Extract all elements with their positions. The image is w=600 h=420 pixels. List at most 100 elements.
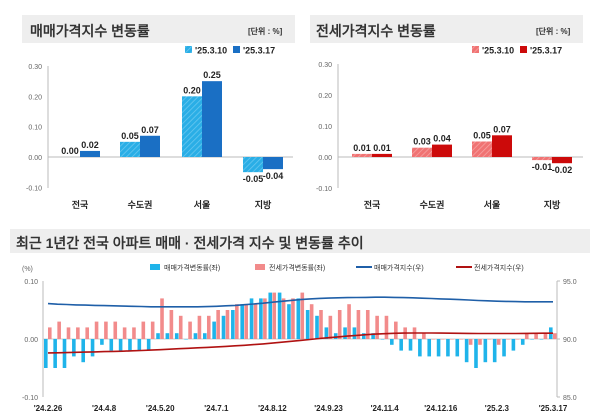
sale-rate-bar (530, 339, 534, 340)
jeonse-data-label: 0.01 (353, 143, 371, 153)
sale-rate-bar (520, 339, 525, 345)
sale-rate-bar (156, 333, 160, 339)
trend-left-axis-label: (%) (22, 266, 33, 273)
jeonse-bar-0317 (432, 144, 452, 157)
jeonse-rate-bar (365, 310, 370, 339)
jeonse-rate-bar (188, 321, 192, 339)
jeonse-rate-bar (375, 315, 379, 339)
jeonse-bar-0310 (412, 147, 432, 157)
sale-rate-bar (118, 339, 123, 351)
jeonse-y-tick-label: 0.30 (318, 62, 332, 69)
sale-data-label: 0.02 (81, 140, 99, 150)
jeonse-rate-bar (160, 298, 164, 339)
jeonse-data-label: 0.05 (473, 131, 491, 141)
trend-x-tick-label: '24.7.1 (204, 404, 229, 413)
jeonse-bar-0310 (352, 153, 372, 157)
jeonse-rate-bar (534, 333, 538, 339)
sale-rate-bar (390, 339, 394, 345)
sale-rate-bar (221, 315, 226, 339)
sale-data-label: 0.20 (183, 85, 201, 95)
sale-rate-bar (62, 339, 67, 368)
sale-category-label: 전국 (72, 199, 89, 210)
jeonse-rate-bar (337, 310, 342, 339)
trend-legend-swatch (150, 264, 160, 270)
sale-rate-bar (371, 333, 375, 339)
sale-category-label: 수도권 (128, 199, 153, 210)
jeonse-data-label: -0.02 (552, 165, 573, 175)
jeonse-rate-bar (206, 315, 211, 339)
sale-bar-0317 (263, 157, 283, 170)
jeonse-data-label: -0.01 (532, 162, 553, 172)
jeonse-rate-bar (431, 339, 436, 340)
jeonse-rate-bar (85, 327, 90, 339)
sale-rate-bar (408, 339, 413, 351)
jeonse-rate-bar (487, 339, 492, 340)
sale-rate-bar (455, 339, 460, 357)
sale-rate-bar (418, 339, 422, 357)
sale-rate-bar (296, 298, 301, 339)
jeonse-chart-title-bar (310, 15, 583, 43)
jeonse-rate-bar (281, 298, 286, 339)
sale-rate-bar (212, 321, 216, 339)
sale-rate-bar (259, 298, 263, 339)
sale-rate-bar (109, 339, 114, 351)
jeonse-rate-bar (384, 315, 389, 339)
trend-x-tick-label: '24.12.16 (424, 404, 458, 413)
jeonse-rate-bar (244, 304, 248, 339)
trend-x-tick-label: '25.2.3 (485, 404, 510, 413)
sale-chart-title-bar (22, 15, 295, 43)
jeonse-category-label: 전국 (364, 199, 381, 210)
trend-chart-title: 최근 1년간 전국 아파트 매매 · 전세가격 지수 및 변동률 추이 (16, 235, 364, 251)
sale-rate-bar (249, 298, 254, 339)
jeonse-rate-bar (422, 333, 426, 339)
sale-chart-title: 매매가격지수 변동률 (30, 23, 150, 39)
jeonse-rate-bar (48, 327, 52, 339)
jeonse-y-tick-label: 0.10 (318, 124, 332, 131)
jeonse-y-tick-label: -0.10 (316, 186, 332, 193)
trend-legend-swatch (255, 264, 265, 270)
sale-rate-bar (44, 339, 48, 368)
sale-y-tick-label: -0.10 (26, 185, 42, 192)
sale-rate-bar (137, 339, 142, 351)
sale-chart-unit: [단위 : %] (248, 27, 283, 36)
jeonse-y-tick-label: 0.00 (318, 155, 332, 162)
trend-x-tick-label: '24.9.23 (314, 404, 343, 413)
jeonse-rate-bar (309, 304, 314, 339)
jeonse-rate-bar (178, 315, 183, 339)
sale-bar-0310 (120, 141, 140, 157)
jeonse-rate-bar (440, 339, 445, 340)
sale-rate-bar (277, 292, 282, 339)
sale-data-label: 0.05 (121, 131, 139, 141)
jeonse-rate-bar (319, 310, 323, 339)
sale-rate-bar (464, 339, 469, 363)
sale-rate-bar (202, 333, 207, 339)
sale-rate-bar (502, 339, 506, 357)
sale-rate-bar (399, 339, 403, 351)
sale-data-label: 0.25 (203, 70, 221, 80)
sale-legend-swatch (233, 46, 240, 53)
sale-bar-0317 (202, 81, 222, 157)
sale-rate-bar (315, 315, 319, 339)
jeonse-chart-title: 전세가격지수 변동률 (316, 23, 436, 39)
jeonse-chart-unit: [단위 : %] (536, 27, 571, 36)
sale-rate-bar (90, 339, 95, 357)
jeonse-rate-bar (141, 321, 146, 339)
jeonse-rate-bar (216, 310, 220, 339)
sale-rate-bar (492, 339, 497, 363)
sale-rate-bar (165, 333, 170, 339)
sale-data-label: 0.07 (141, 125, 159, 135)
sale-rate-bar (146, 339, 151, 351)
jeonse-rate-bar (150, 321, 155, 339)
sale-rate-bar (231, 310, 235, 339)
sale-rate-bar (324, 327, 329, 339)
jeonse-rate-bar (394, 321, 398, 339)
jeonse-rate-bar (104, 321, 108, 339)
jeonse-rate-bar (543, 333, 548, 339)
jeonse-bar-0317 (492, 135, 512, 157)
jeonse-rate-bar (506, 339, 510, 340)
jeonse-rate-bar (328, 315, 333, 339)
trend-legend-label: 전세가격지수(우) (474, 263, 524, 272)
jeonse-rate-bar (169, 310, 174, 339)
jeonse-bar-0317 (552, 157, 572, 164)
